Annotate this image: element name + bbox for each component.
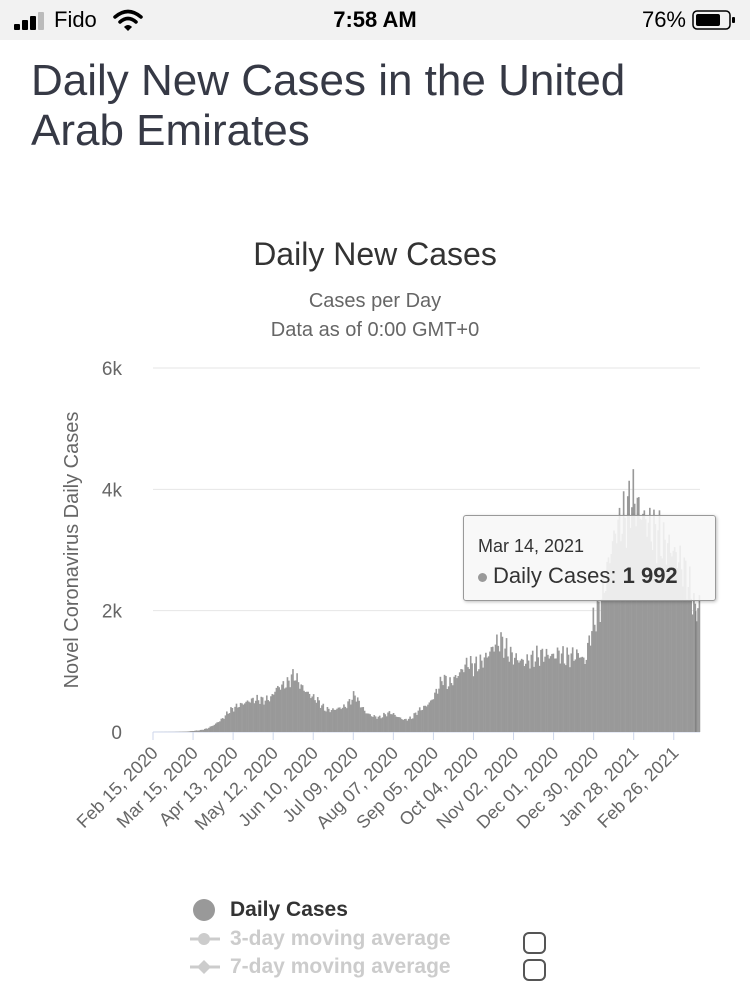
- legend-line-diamond-icon: [190, 955, 226, 979]
- y-tick-label: 2k: [102, 602, 123, 623]
- tooltip-date: Mar 14, 2021: [478, 536, 584, 557]
- tooltip-line: Daily Cases: 1 992: [478, 563, 678, 589]
- legend-circle-icon: [190, 898, 226, 922]
- battery-percent: 76%: [642, 7, 686, 33]
- y-tick-label: 4k: [102, 480, 123, 501]
- y-axis-title: Novel Coronavirus Daily Cases: [61, 412, 83, 689]
- clock: 7:58 AM: [0, 7, 750, 33]
- toggle-3-day-average[interactable]: [523, 932, 546, 954]
- page-title: Daily New Cases in the United Arab Emira…: [31, 56, 721, 156]
- chart-subtitle: Cases per Day: [0, 290, 750, 313]
- y-tick-label: 0: [111, 723, 122, 744]
- chart-title: Daily New Cases: [0, 236, 750, 273]
- legend-line-circle-icon: [190, 927, 226, 951]
- legend-label: Daily Cases: [230, 898, 348, 922]
- legend-label: 7-day moving average: [230, 955, 451, 979]
- toggle-7-day-average[interactable]: [523, 959, 546, 981]
- legend-label: 3-day moving average: [230, 927, 451, 951]
- tooltip-value: 1 992: [623, 563, 678, 588]
- status-bar: Fido 7:58 AM 76%: [0, 0, 750, 40]
- tooltip-series-dot: [478, 573, 487, 582]
- y-tick-label: 6k: [102, 359, 123, 380]
- chart-tooltip: Mar 14, 2021 Daily Cases: 1 992: [463, 515, 716, 601]
- battery-icon: [692, 10, 736, 30]
- chart-data-date: Data as of 0:00 GMT+0: [0, 319, 750, 342]
- bar: [699, 595, 701, 732]
- tooltip-series-name: Daily Cases: [493, 563, 610, 588]
